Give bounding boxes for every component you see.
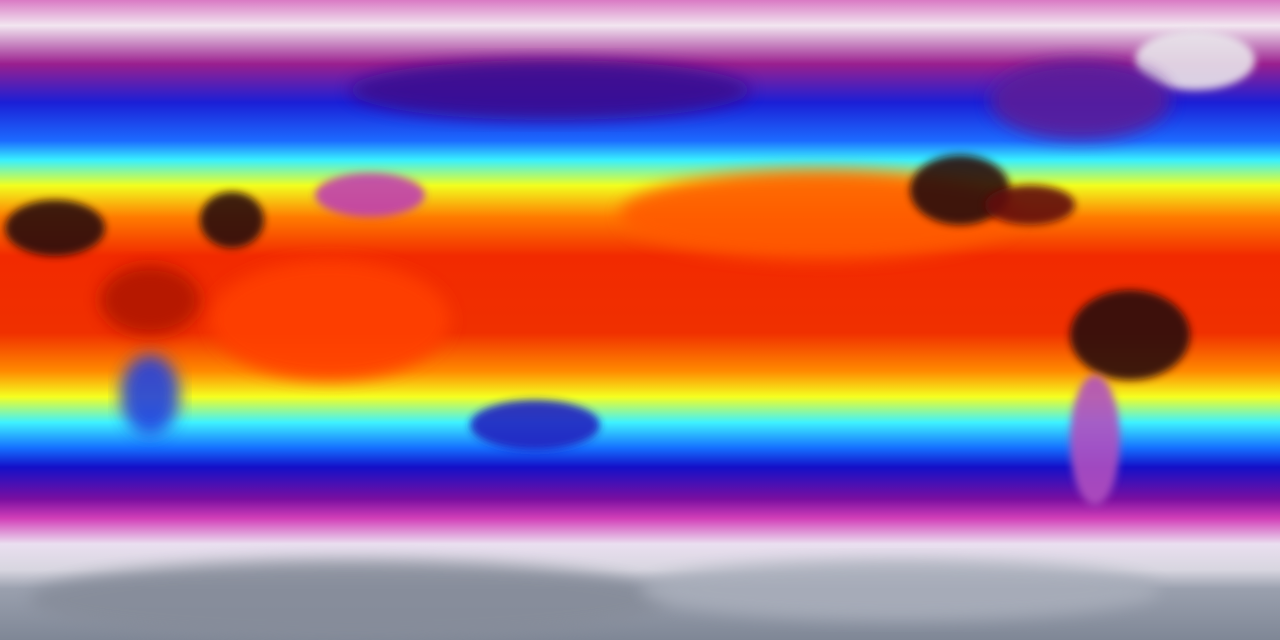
greenland-ice (1135, 30, 1255, 90)
central-africa-warm (100, 265, 200, 335)
arabia-hot-region (200, 192, 264, 248)
antarctica-ice (30, 560, 670, 640)
southern-africa-cool (120, 355, 180, 435)
antarctica-east-ice (640, 560, 1160, 620)
north-america-hot (910, 155, 1010, 225)
tibet-plateau (315, 173, 425, 217)
siberia-cold (350, 60, 750, 120)
indian-ocean-warm (210, 260, 450, 380)
amazon-hot-region (1070, 290, 1190, 380)
australia-cool (470, 400, 600, 450)
canada-cold (990, 60, 1170, 140)
sahara-hot-region (5, 200, 105, 256)
andes-cool (1070, 375, 1120, 505)
land-features (5, 30, 1255, 640)
usa-east-hot (985, 185, 1075, 225)
